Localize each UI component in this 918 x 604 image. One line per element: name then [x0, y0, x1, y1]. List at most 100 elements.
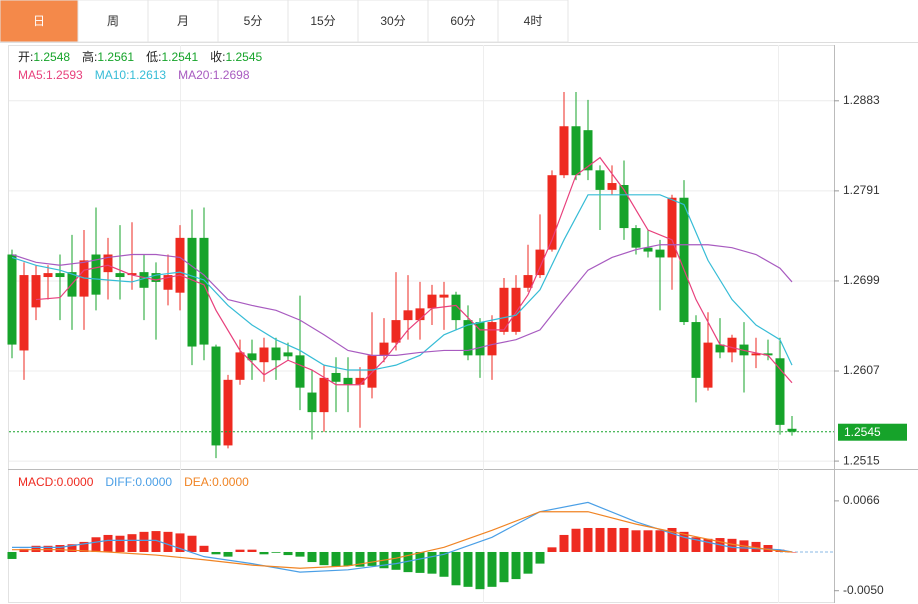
macd-bar	[427, 551, 437, 574]
candle-body	[535, 249, 545, 276]
candle-body	[271, 347, 281, 361]
candle-body	[643, 247, 653, 252]
legend: MA5:1.2593 MA10:1.2613 MA20:1.2698	[18, 68, 250, 82]
macd-bar	[619, 527, 629, 552]
tab-bg	[77, 0, 149, 43]
candle-body	[607, 183, 617, 190]
macd-bar	[535, 551, 545, 564]
tab[interactable]: 30分	[357, 0, 429, 43]
candle-body	[631, 228, 641, 248]
candle-body	[727, 337, 737, 353]
candle-body	[295, 355, 305, 388]
macd-bar	[199, 545, 209, 552]
macd-bar	[115, 535, 125, 552]
candle-body	[151, 273, 161, 282]
legend-label: MA10:	[95, 68, 130, 82]
legend-value: 1.2698	[213, 68, 250, 82]
candle-body	[331, 372, 341, 382]
candle-body	[787, 428, 797, 432]
y-tick-label: 1.2515	[843, 453, 880, 467]
candle-body	[547, 175, 557, 250]
candle-body	[499, 287, 509, 332]
macd-bar	[79, 541, 89, 552]
tab[interactable]: 月	[147, 0, 219, 43]
tab-bg	[357, 0, 429, 43]
y-tick-label: 1.2791	[843, 183, 880, 197]
candle-body	[475, 322, 485, 356]
candle-body	[283, 352, 293, 357]
candle-body	[199, 237, 209, 345]
macd-bar	[751, 541, 761, 552]
tab-label: 日	[33, 14, 45, 28]
legend-value: 0.0000	[212, 475, 249, 489]
candle-body	[259, 347, 269, 363]
candle-body	[571, 126, 581, 176]
macd-bar	[283, 551, 293, 556]
tab[interactable]: 15分	[287, 0, 359, 43]
macd-bar	[787, 551, 797, 553]
candle-body	[655, 249, 665, 258]
candle-body	[703, 342, 713, 388]
candle-body	[487, 322, 497, 356]
candle-body	[187, 237, 197, 347]
macd-bar	[391, 551, 401, 570]
macd-bar	[319, 551, 329, 566]
macd-bar	[583, 527, 593, 552]
macd-bar	[139, 531, 149, 552]
macd-bar	[259, 551, 269, 555]
candle-body	[751, 353, 761, 356]
tab-label: 30分	[380, 14, 405, 28]
macd-bar	[295, 551, 305, 557]
candle-body	[163, 275, 173, 290]
macd-bar	[367, 551, 377, 566]
macd-bar	[31, 545, 41, 552]
tab-label: 15分	[310, 14, 335, 28]
legend-label: 高:	[82, 49, 97, 64]
last-price-tag	[838, 423, 907, 441]
tab[interactable]: 5分	[217, 0, 289, 43]
macd-bar	[127, 534, 137, 552]
macd-bar	[7, 551, 17, 559]
candle-body	[391, 320, 401, 343]
macd-bar	[451, 551, 461, 586]
candle-body	[691, 322, 701, 378]
macd-bar	[103, 534, 113, 552]
candle-body	[511, 287, 521, 332]
legend-value: 1.2548	[33, 50, 70, 64]
candle-body	[667, 197, 677, 258]
candle-body	[91, 254, 101, 295]
macd-bar	[607, 527, 617, 552]
tab[interactable]: 日	[0, 0, 79, 43]
macd-bar	[727, 538, 737, 552]
candle-body	[427, 294, 437, 309]
tab[interactable]: 4时	[497, 0, 569, 43]
tab[interactable]: 60分	[427, 0, 499, 43]
legend-label: MA20:	[178, 68, 213, 82]
macd-bar	[667, 527, 677, 552]
macd-bar	[307, 551, 317, 563]
legend-value: 1.2561	[97, 50, 134, 64]
candle-body	[211, 346, 221, 446]
last-price-label: 1.2545	[844, 425, 881, 439]
candle-body	[583, 130, 593, 171]
macd-bar	[523, 551, 533, 574]
macd-bar	[163, 531, 173, 552]
legend-label: 收:	[210, 50, 225, 64]
tab-label: 月	[177, 14, 189, 28]
candle-body	[31, 275, 41, 308]
macd-bar	[463, 551, 473, 587]
tab[interactable]: 周	[77, 0, 149, 43]
candle-body	[103, 254, 113, 273]
macd-bar	[499, 551, 509, 583]
y-tick-label: 1.2883	[843, 93, 880, 107]
candle-body	[367, 355, 377, 388]
legend-label: DIFF:	[105, 475, 135, 489]
macd-bar	[643, 530, 653, 552]
legend-value: 1.2545	[225, 50, 262, 64]
legend-value: 1.2541	[161, 50, 198, 64]
indicator-line	[11, 244, 793, 356]
macd-bar	[19, 548, 29, 552]
candle-body	[175, 237, 185, 293]
candle-body	[127, 273, 137, 276]
candle-body	[19, 275, 29, 351]
